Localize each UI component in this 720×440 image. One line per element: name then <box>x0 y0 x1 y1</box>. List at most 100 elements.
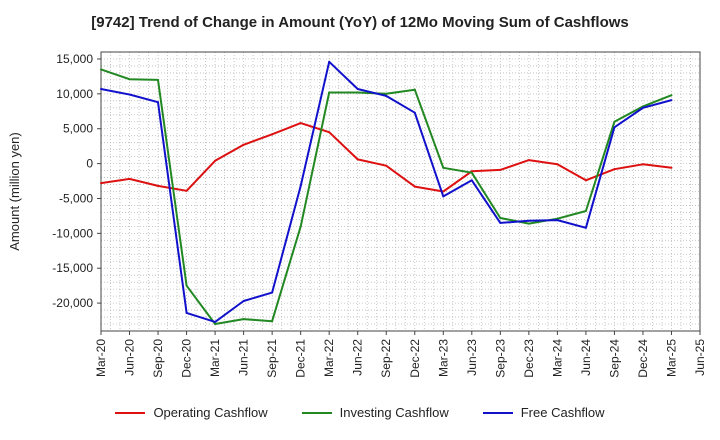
data-point-investing-cashflow <box>242 318 245 321</box>
data-point-investing-cashflow <box>584 210 587 213</box>
y-tick-label: 5,000 <box>63 122 93 136</box>
x-tick-label: Mar-24 <box>550 339 564 377</box>
data-point-investing-cashflow <box>100 68 102 71</box>
data-point-investing-cashflow <box>185 284 188 287</box>
x-tick-label: Jun-22 <box>351 339 365 376</box>
legend-item-free-cashflow: Free Cashflow <box>482 405 605 420</box>
legend-label-investing: Investing Cashflow <box>339 405 449 420</box>
data-point-operating-cashflow <box>641 163 644 166</box>
data-point-investing-cashflow <box>214 323 217 326</box>
data-point-operating-cashflow <box>271 133 274 136</box>
series-points-investing-cashflow <box>100 68 673 326</box>
legend-swatch-investing <box>301 411 332 414</box>
data-point-investing-cashflow <box>157 78 160 81</box>
data-point-operating-cashflow <box>413 185 416 188</box>
data-point-operating-cashflow <box>356 158 359 161</box>
data-point-operating-cashflow <box>584 179 587 182</box>
series-points-free-cashflow <box>100 60 673 323</box>
data-point-free-cashflow <box>356 87 359 90</box>
data-point-operating-cashflow <box>385 164 388 167</box>
data-point-operating-cashflow <box>100 182 102 185</box>
data-point-operating-cashflow <box>527 159 530 162</box>
legend-swatch-free <box>482 411 513 414</box>
x-tick-label: Jun-23 <box>465 339 479 376</box>
data-point-free-cashflow <box>413 111 416 114</box>
series-layer <box>100 60 673 326</box>
axis-layer: 15,000 10,000 5,000 0 -5,000 -10,000 -15,000 -2… <box>52 51 707 378</box>
data-point-investing-cashflow <box>328 91 331 94</box>
data-point-investing-cashflow <box>470 171 473 174</box>
data-point-operating-cashflow <box>556 163 559 166</box>
data-point-investing-cashflow <box>356 91 359 94</box>
data-point-investing-cashflow <box>527 222 530 225</box>
data-point-operating-cashflow <box>214 159 217 162</box>
data-point-operating-cashflow <box>157 184 160 187</box>
x-tick-label: Mar-21 <box>208 339 222 377</box>
y-tick-label: 15,000 <box>56 52 93 66</box>
data-point-free-cashflow <box>271 291 274 294</box>
y-axis-title: Amount (million yen) <box>7 132 22 251</box>
data-point-free-cashflow <box>185 311 188 314</box>
data-point-investing-cashflow <box>299 225 302 228</box>
x-tick-label: Mar-20 <box>94 339 108 377</box>
data-point-operating-cashflow <box>613 168 616 171</box>
x-tick-label: Jun-24 <box>579 339 593 376</box>
data-point-free-cashflow <box>442 195 445 198</box>
y-tick-label: 0 <box>86 157 93 171</box>
data-point-investing-cashflow <box>613 120 616 123</box>
legend: Operating Cashflow Investing Cashflow Fr… <box>0 405 720 420</box>
data-point-free-cashflow <box>470 179 473 182</box>
data-point-free-cashflow <box>556 219 559 222</box>
data-point-operating-cashflow <box>128 177 131 180</box>
data-point-free-cashflow <box>328 60 331 63</box>
x-tick-label: Sep-21 <box>265 339 279 378</box>
data-point-free-cashflow <box>613 126 616 129</box>
data-point-investing-cashflow <box>271 320 274 323</box>
x-tick-label: Jun-25 <box>693 339 707 376</box>
data-point-investing-cashflow <box>499 217 502 220</box>
legend-label-free: Free Cashflow <box>520 405 605 420</box>
x-tick-label: Dec-24 <box>636 339 650 378</box>
data-point-free-cashflow <box>299 184 302 187</box>
data-point-free-cashflow <box>527 219 530 222</box>
grid-layer <box>100 51 701 332</box>
x-tick-label: Mar-25 <box>664 339 678 377</box>
data-point-operating-cashflow <box>328 131 331 134</box>
data-point-free-cashflow <box>157 101 160 104</box>
data-point-investing-cashflow <box>128 78 131 81</box>
plot-frame <box>100 51 701 332</box>
legend-item-investing-cashflow: Investing Cashflow <box>301 405 449 420</box>
data-point-operating-cashflow <box>670 166 673 169</box>
data-point-operating-cashflow <box>242 143 245 146</box>
data-point-operating-cashflow <box>499 168 502 171</box>
data-point-free-cashflow <box>670 99 673 102</box>
x-tick-label: Sep-22 <box>379 339 393 378</box>
data-point-free-cashflow <box>214 320 217 323</box>
data-point-operating-cashflow <box>299 122 302 125</box>
x-tick-label: Sep-23 <box>493 339 507 378</box>
x-tick-label: Sep-24 <box>607 339 621 378</box>
data-point-operating-cashflow <box>185 189 188 192</box>
x-tick-label: Jun-20 <box>123 339 137 376</box>
x-tick-label: Dec-23 <box>522 339 536 378</box>
legend-swatch-operating <box>115 411 146 414</box>
data-point-investing-cashflow <box>442 166 445 169</box>
y-tick-label: -5,000 <box>59 191 93 205</box>
data-point-free-cashflow <box>641 106 644 109</box>
y-tick-label: -20,000 <box>52 296 93 310</box>
data-point-free-cashflow <box>128 93 131 96</box>
data-point-investing-cashflow <box>413 88 416 91</box>
y-tick-label: -15,000 <box>52 261 93 275</box>
chart-title: [9742] Trend of Change in Amount (YoY) o… <box>91 14 629 31</box>
y-tick-label: -10,000 <box>52 226 93 240</box>
x-tick-label: Mar-23 <box>436 339 450 377</box>
data-point-free-cashflow <box>499 221 502 224</box>
x-tick-label: Dec-21 <box>294 339 308 378</box>
x-tick-label: Sep-20 <box>151 339 165 378</box>
data-point-free-cashflow <box>584 226 587 229</box>
x-tick-label: Dec-22 <box>408 339 422 378</box>
data-point-investing-cashflow <box>670 94 673 97</box>
x-tick-label: Jun-21 <box>237 339 251 376</box>
x-tick-label: Dec-20 <box>180 339 194 378</box>
